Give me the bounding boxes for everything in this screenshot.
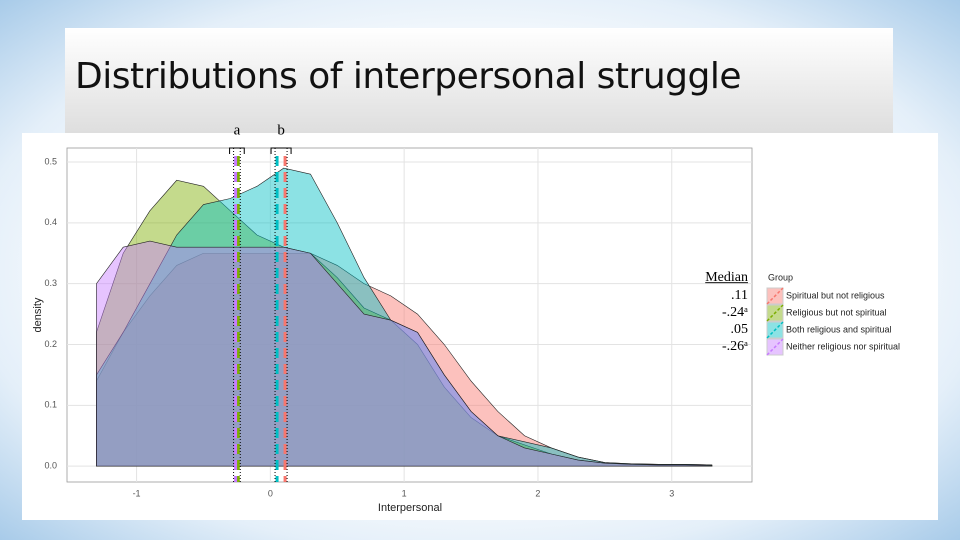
legend-label: Religious but not spiritual (786, 307, 887, 317)
y-tick-label: 0.1 (44, 400, 57, 410)
legend-label: Neither religious nor spiritual (786, 341, 900, 351)
y-tick-label: 0.2 (44, 339, 57, 349)
x-tick-label: 2 (535, 488, 540, 498)
slide-title: Distributions of interpersonal struggle (75, 56, 742, 97)
y-tick-label: 0.4 (44, 217, 57, 227)
y-tick-label: 0.0 (44, 461, 57, 471)
legend-key-line (766, 304, 784, 322)
median-label: -.24ᵃ (722, 305, 748, 320)
median-label: .11 (731, 288, 748, 303)
median-label: .05 (731, 322, 749, 337)
bracket (270, 147, 292, 154)
legend-title: Group (768, 272, 793, 282)
y-tick-label: 0.5 (44, 156, 57, 166)
legend-key-line (766, 338, 784, 356)
median-label: -.26ᵃ (722, 339, 748, 354)
x-axis-label: Interpersonal (378, 502, 442, 514)
plot-area (66, 147, 753, 483)
annotation: a (234, 122, 241, 138)
x-tick-label: 3 (669, 488, 674, 498)
bracket (229, 147, 245, 154)
legend-key-line (766, 321, 784, 339)
y-tick-label: 0.3 (44, 278, 57, 288)
x-tick-label: 0 (268, 488, 273, 498)
title-box: Distributions of interpersonal struggle (65, 28, 893, 133)
x-tick-label: 1 (402, 488, 407, 498)
annotation: b (277, 122, 285, 138)
legend-label: Both religious and spiritual (786, 324, 892, 334)
density-area (96, 240, 713, 467)
x-tick-label: -1 (133, 488, 141, 498)
legend-key-line (766, 287, 784, 305)
median-title: Median (705, 270, 748, 285)
y-axis-label: density (32, 297, 44, 332)
legend-label: Spiritual but not religious (786, 290, 885, 300)
